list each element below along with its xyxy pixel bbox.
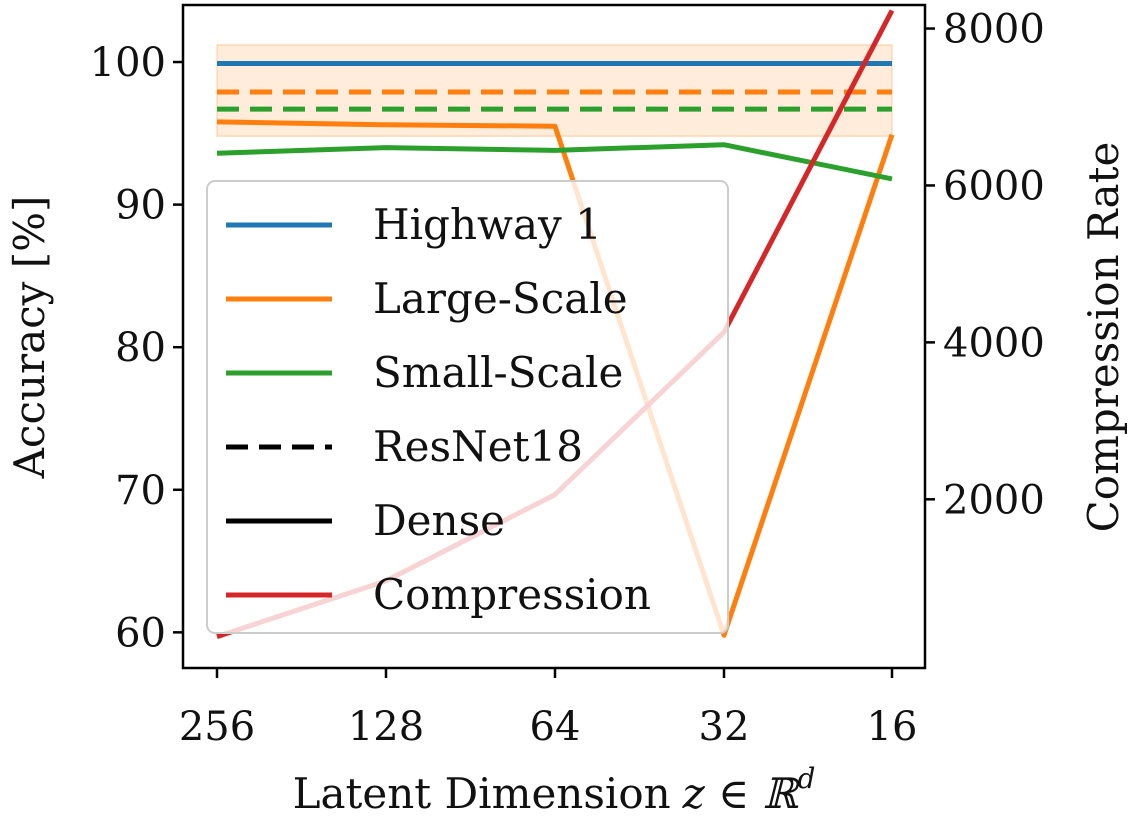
x-axis-label: Latent Dimension z ∈ ℝd — [293, 762, 816, 818]
y-left-tick-label-70: 70 — [115, 468, 166, 514]
y-axis-right-label: Compression Rate — [1079, 142, 1128, 533]
y-left-tick-label-60: 60 — [115, 610, 166, 656]
y-axis-left-label: Accuracy [%] — [5, 196, 54, 480]
x-tick-label-128: 128 — [348, 704, 424, 750]
legend-label-dense: Dense — [373, 496, 505, 545]
legend-label-resnet18: ResNet18 — [373, 422, 583, 471]
legend-label-highway-1: Highway 1 — [373, 200, 602, 249]
y-left-tick-label-80: 80 — [115, 325, 166, 371]
x-tick-label-16: 16 — [867, 704, 918, 750]
y-left-tick-label-90: 90 — [115, 183, 166, 229]
y-left-tick-label-100: 100 — [90, 40, 166, 86]
x-tick-label-32: 32 — [699, 704, 750, 750]
y-right-tick-label-2000: 2000 — [943, 477, 1045, 523]
legend: Highway 1 Large-Scale Small-Scale ResNet18 D… — [206, 180, 729, 634]
x-tick-label-64: 64 — [530, 704, 581, 750]
legend-label-small-scale: Small-Scale — [373, 348, 623, 397]
legend-box — [206, 180, 729, 634]
legend-label-large-scale: Large-Scale — [373, 274, 628, 323]
y-right-tick-label-6000: 6000 — [943, 163, 1045, 209]
large-scale-dense-line — [216, 119, 895, 638]
x-tick-label-256: 256 — [179, 704, 255, 750]
legend-label-compression: Compression — [373, 570, 651, 619]
axes-layer: 256 128 64 32 16 60 70 80 90 100 2000 4000 6000 8000 — [90, 7, 1045, 750]
small-scale-dense-line — [216, 142, 893, 182]
y-right-tick-label-8000: 8000 — [943, 7, 1045, 53]
y-right-tick-label-4000: 4000 — [943, 320, 1045, 366]
